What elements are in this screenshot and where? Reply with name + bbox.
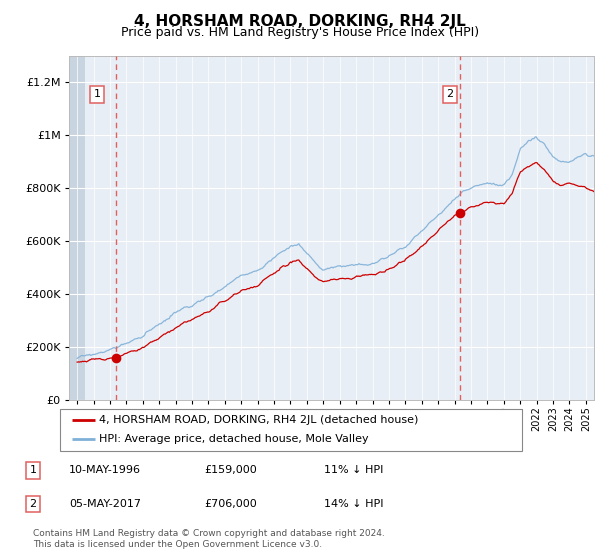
Text: 2: 2 [446,90,454,100]
Text: 4, HORSHAM ROAD, DORKING, RH4 2JL: 4, HORSHAM ROAD, DORKING, RH4 2JL [134,14,466,29]
Text: 1: 1 [94,90,101,100]
Text: 2: 2 [29,499,37,509]
Text: 10-MAY-1996: 10-MAY-1996 [69,465,141,475]
Text: £159,000: £159,000 [204,465,257,475]
Text: Contains HM Land Registry data © Crown copyright and database right 2024.
This d: Contains HM Land Registry data © Crown c… [33,529,385,549]
Text: HPI: Average price, detached house, Mole Valley: HPI: Average price, detached house, Mole… [99,435,369,445]
Text: 1: 1 [29,465,37,475]
Text: 4, HORSHAM ROAD, DORKING, RH4 2JL (detached house): 4, HORSHAM ROAD, DORKING, RH4 2JL (detac… [99,415,419,425]
Text: 05-MAY-2017: 05-MAY-2017 [69,499,141,509]
Text: £706,000: £706,000 [204,499,257,509]
Bar [69,56,85,400]
Text: 14% ↓ HPI: 14% ↓ HPI [324,499,383,509]
Text: Price paid vs. HM Land Registry's House Price Index (HPI): Price paid vs. HM Land Registry's House … [121,26,479,39]
Text: 11% ↓ HPI: 11% ↓ HPI [324,465,383,475]
